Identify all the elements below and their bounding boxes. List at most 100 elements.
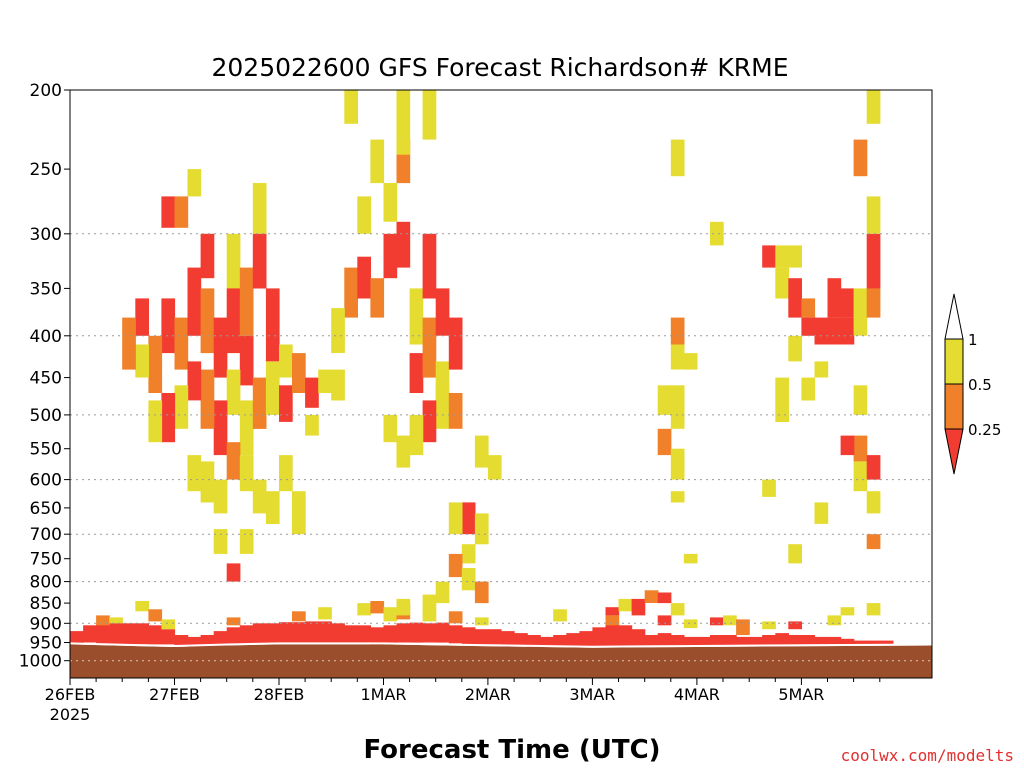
- ri-cell: [305, 377, 319, 408]
- ri-cell: [422, 90, 437, 140]
- ri-cell: [788, 544, 802, 564]
- ri-cell: [265, 288, 280, 362]
- ri-cell: [161, 393, 176, 443]
- ri-cell: [788, 621, 802, 630]
- ri-cell: [814, 502, 829, 524]
- ri-cell: [788, 278, 802, 318]
- y-tick-label: 700: [30, 525, 62, 545]
- ri-cell: [461, 568, 476, 591]
- ri-cell: [96, 623, 110, 645]
- ri-cell: [827, 636, 842, 645]
- ri-cell: [396, 435, 411, 468]
- ri-cell: [866, 640, 881, 645]
- ri-cell: [161, 298, 176, 354]
- ri-cell: [331, 369, 345, 401]
- ri-cell: [683, 353, 698, 370]
- ri-cell: [109, 621, 123, 645]
- colorbar-bin-orange: [944, 383, 964, 430]
- y-tick-label: 300: [30, 225, 62, 245]
- credit-link[interactable]: coolwx.com/modelts: [841, 746, 1014, 765]
- ri-cell: [553, 609, 567, 622]
- ri-cell: [344, 90, 358, 124]
- ri-cell: [357, 196, 371, 234]
- ri-cell: [226, 442, 241, 480]
- ri-cell: [775, 245, 789, 268]
- y-tick-label: 950: [30, 634, 62, 654]
- ri-cell: [305, 414, 319, 436]
- ri-cell: [318, 369, 332, 393]
- ri-cell: [422, 400, 437, 443]
- ri-cell: [135, 298, 149, 336]
- ri-cell: [292, 491, 306, 535]
- x-tick-label: 5MAR: [778, 685, 824, 704]
- ri-cell: [683, 553, 698, 564]
- ri-cell: [252, 233, 267, 289]
- ri-cell: [670, 635, 685, 647]
- ri-cell: [435, 622, 450, 643]
- ri-cell: [305, 621, 319, 643]
- plot-frame: [69, 89, 933, 679]
- ri-cell: [252, 479, 267, 514]
- ri-cell: [265, 623, 280, 644]
- x-axis-label: Forecast Time (UTC): [363, 735, 660, 765]
- ri-cell: [226, 288, 241, 354]
- ri-cell: [657, 615, 672, 626]
- ri-cell: [239, 267, 254, 336]
- ri-cell: [409, 414, 424, 456]
- ri-cell: [357, 625, 371, 644]
- ri-cell: [148, 335, 163, 393]
- ri-cell: [200, 288, 215, 354]
- ri-cell: [331, 623, 345, 643]
- ri-cell: [422, 623, 437, 643]
- ri-cell: [435, 385, 450, 429]
- surface-line: [69, 642, 933, 648]
- y-tick-label: 900: [30, 614, 62, 634]
- ri-cell: [448, 611, 463, 624]
- ri-cell: [461, 627, 476, 645]
- ri-cell: [866, 603, 881, 616]
- ri-cell: [474, 617, 489, 626]
- ri-cell: [670, 317, 685, 345]
- ri-cell: [161, 196, 176, 228]
- x-tick-label: 27FEB: [149, 685, 200, 704]
- ri-cell: [840, 638, 855, 645]
- ri-cell: [866, 90, 881, 124]
- ri-cell: [265, 491, 280, 524]
- ri-cell: [422, 317, 437, 378]
- ri-cell: [279, 385, 293, 422]
- ri-cell: [853, 461, 868, 492]
- colorbar-label-0.25: 0.25: [968, 421, 1001, 439]
- ri-cell: [474, 435, 489, 468]
- ri-cell: [461, 544, 476, 564]
- ri-cell: [344, 625, 358, 644]
- ri-cell: [814, 636, 829, 646]
- ri-cell: [135, 601, 149, 612]
- ri-cell: [239, 625, 254, 645]
- ri-cell: [83, 625, 97, 643]
- ri-cell: [357, 603, 371, 616]
- ri-cell: [605, 615, 620, 626]
- ri-cell: [409, 353, 424, 393]
- ri-cell: [422, 233, 437, 299]
- ri-cells: [70, 90, 894, 649]
- ri-cell: [252, 183, 267, 234]
- ri-cell: [814, 317, 829, 345]
- y-tick-label: 1000: [19, 652, 62, 672]
- ri-cell: [292, 622, 306, 643]
- ri-cell: [775, 633, 789, 646]
- ground-layer: [70, 644, 932, 678]
- ri-cell: [801, 298, 816, 318]
- ri-cell: [318, 621, 332, 643]
- ri-cell: [122, 623, 136, 645]
- colorbar-top-arrow: [944, 293, 964, 340]
- ri-cell: [605, 623, 620, 647]
- ri-cell: [579, 631, 594, 647]
- ri-cell: [279, 622, 293, 643]
- ri-cell: [226, 627, 241, 645]
- ri-cell: [487, 629, 502, 645]
- ri-cell: [200, 369, 215, 429]
- colorbar: 1 0.5 0.25: [944, 293, 1001, 475]
- ri-cell: [827, 278, 842, 318]
- ri-cell: [370, 278, 385, 318]
